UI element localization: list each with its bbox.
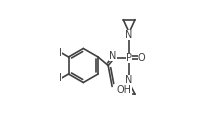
- Text: N: N: [125, 75, 133, 85]
- Text: P: P: [126, 53, 132, 63]
- Text: N: N: [125, 30, 133, 40]
- Text: OH: OH: [117, 85, 132, 95]
- Text: N: N: [109, 51, 117, 61]
- Text: I: I: [59, 48, 62, 58]
- Text: O: O: [138, 53, 146, 63]
- Text: I: I: [59, 73, 62, 83]
